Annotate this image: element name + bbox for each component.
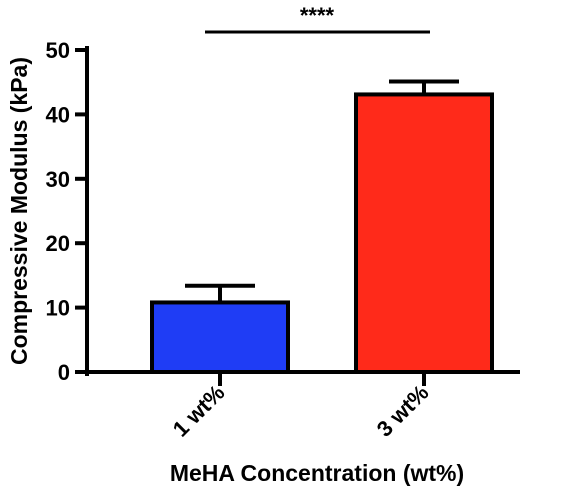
x-tick-label-3-wt-: 3 wt% <box>372 380 434 442</box>
x-tick-label-1-wt-: 1 wt% <box>168 380 230 442</box>
y-tick-label-40: 40 <box>46 102 70 127</box>
y-tick-label-10: 10 <box>46 296 70 321</box>
y-tick-label-20: 20 <box>46 231 70 256</box>
bar-3-wt- <box>354 92 494 374</box>
x-axis-label: MeHA Concentration (wt%) <box>170 460 464 486</box>
bar-1-wt- <box>150 300 290 374</box>
significance-label: **** <box>300 3 335 28</box>
y-axis-label: Compressive Modulus (kPa) <box>6 57 32 365</box>
y-tick-label-30: 30 <box>46 167 70 192</box>
y-tick-label-50: 50 <box>46 38 70 63</box>
y-tick-label-0: 0 <box>58 360 70 385</box>
